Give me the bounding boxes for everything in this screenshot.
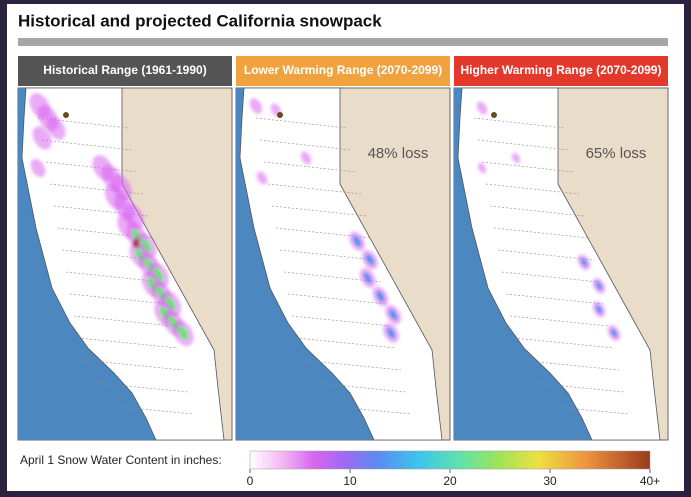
county-line	[513, 337, 615, 349]
snow-outer	[477, 162, 487, 174]
panel: Higher Warming Range (2070-2099) 65% loss	[453, 56, 669, 441]
county-line	[299, 359, 402, 371]
panel-title: Historical Range (1961-1990)	[43, 63, 206, 77]
ocean	[236, 88, 374, 440]
snow-outer	[511, 152, 521, 164]
county-line	[77, 337, 179, 349]
snow-inner	[177, 325, 189, 341]
snow-inner	[580, 257, 588, 267]
county-line	[291, 315, 392, 327]
snow-inner	[595, 281, 603, 291]
county-line	[287, 293, 387, 305]
snow-inner	[365, 254, 374, 266]
county-line	[521, 381, 625, 393]
county-line	[303, 381, 407, 393]
loss-label: 65% loss	[586, 145, 647, 162]
colorbar	[249, 450, 651, 470]
panel-title: Lower Warming Range (2070-2099)	[244, 63, 442, 77]
tick-label: 20	[443, 474, 457, 488]
county-line	[517, 359, 620, 371]
ocean	[18, 88, 156, 440]
divider	[18, 38, 668, 46]
snow-outer	[476, 101, 488, 115]
snow-inner	[595, 305, 603, 314]
snowpack	[29, 93, 194, 346]
snow-inner	[389, 309, 398, 321]
panels: Historical Range (1961-1990) Lower Warmin…	[17, 56, 669, 441]
snow-outer	[32, 126, 52, 150]
county-line	[73, 315, 174, 327]
panel-header	[18, 56, 232, 86]
snowpack	[476, 101, 621, 341]
county-line	[485, 183, 580, 195]
snow-inner	[353, 235, 362, 247]
panel-title: Higher Warming Range (2070-2099)	[461, 63, 662, 77]
county-line	[69, 293, 169, 305]
county-line	[85, 381, 189, 393]
county-line	[263, 161, 357, 173]
panel-header	[236, 56, 450, 86]
lake-marker	[63, 112, 69, 118]
county-line	[37, 117, 129, 129]
county-line	[295, 337, 397, 349]
county-line	[45, 161, 139, 173]
california	[21, 87, 225, 441]
snow-outer	[46, 116, 66, 140]
county-line	[259, 139, 352, 151]
legend-ticks: 0 10 20 30 40+	[247, 469, 660, 488]
snow-inner	[610, 328, 618, 338]
california	[239, 87, 443, 441]
county-line	[525, 403, 630, 415]
county-line	[89, 403, 194, 415]
tick-label: 10	[343, 474, 357, 488]
county-line	[255, 117, 347, 129]
panel-header	[454, 56, 668, 86]
snow-peak	[133, 238, 139, 248]
snow-outer	[256, 171, 268, 185]
county-line	[505, 293, 605, 305]
snow-inner	[363, 272, 372, 284]
ocean	[454, 88, 592, 440]
lake-marker	[491, 112, 497, 118]
panel: Historical Range (1961-1990)	[17, 56, 233, 441]
loss-label: 48% loss	[368, 145, 429, 162]
snow-outer	[30, 158, 46, 178]
legend-label: April 1 Snow Water Content in inches:	[20, 453, 222, 467]
title: Historical and projected California snow…	[18, 11, 382, 30]
snow-outer	[300, 151, 312, 165]
county-line	[279, 249, 377, 261]
county-line	[267, 183, 362, 195]
county-line	[473, 117, 565, 129]
snow-inner	[140, 238, 152, 253]
snow-inner	[165, 296, 176, 312]
county-line	[81, 359, 184, 371]
snowpack	[249, 98, 402, 343]
county-line	[481, 161, 575, 173]
snow-inner	[376, 290, 385, 302]
lake-marker	[277, 112, 283, 118]
county-line	[501, 271, 600, 283]
snow-inner	[387, 327, 395, 339]
county-line	[509, 315, 610, 327]
county-line	[477, 139, 570, 151]
california	[457, 87, 661, 441]
county-line	[307, 403, 412, 415]
county-line	[41, 139, 134, 151]
tick-label: 0	[247, 474, 254, 488]
tick-label: 30	[543, 474, 557, 488]
snow-inner	[153, 267, 164, 282]
tick-label: 40+	[640, 474, 660, 488]
panel: Lower Warming Range (2070-2099) 48% loss	[235, 56, 451, 441]
snow-outer	[249, 98, 263, 114]
